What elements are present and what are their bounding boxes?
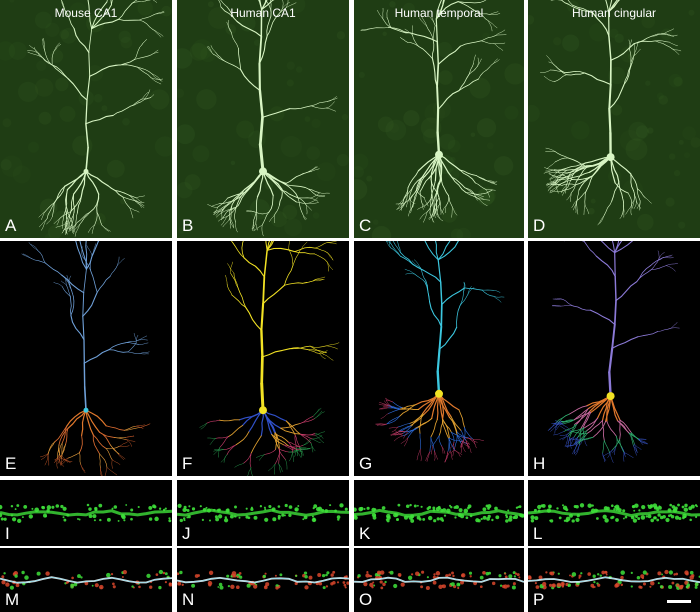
panel-label-f: F [182,454,193,473]
column-title-human-ca1: Human CA1 [230,6,296,20]
scale-bar [667,600,691,603]
panel-a: Mouse CA1 A [0,0,172,238]
panel-n-image [177,548,349,612]
panel-c: Human temporal C [354,0,524,238]
column-title-human-cingular: Human cingular [571,6,657,20]
panel-label-n: N [182,590,195,609]
panel-e: E [0,241,172,476]
panel-m-image [0,548,172,612]
panel-m: M [0,548,172,612]
panel-label-k: K [359,524,371,543]
panel-label-i: I [5,524,10,543]
panel-l-image [528,480,700,546]
panel-b: Human CA1 B [177,0,349,238]
panel-o: O [354,548,524,612]
panel-label-d: D [533,216,546,235]
panel-g: G [354,241,524,476]
panel-label-l: L [533,524,543,543]
panel-label-e: E [5,454,17,473]
panel-label-p: P [533,590,545,609]
panel-label-h: H [533,454,546,473]
panel-h-image [528,241,700,476]
panel-c-image [354,0,524,238]
panel-j-image [177,480,349,546]
panel-f: F [177,241,349,476]
panel-g-image [354,241,524,476]
panel-label-j: J [182,524,191,543]
panel-j: J [177,480,349,546]
column-title-human-temporal: Human temporal [394,6,484,20]
column-title-mouse-ca1: Mouse CA1 [54,6,118,20]
panel-o-image [354,548,524,612]
panel-n: N [177,548,349,612]
panel-label-a: A [5,216,17,235]
panel-label-o: O [359,590,373,609]
panel-h: H [528,241,700,476]
panel-k: K [354,480,524,546]
panel-label-b: B [182,216,194,235]
panel-label-c: C [359,216,372,235]
panel-l: L [528,480,700,546]
panel-d-image [528,0,700,238]
panel-i: I [0,480,172,546]
panel-b-image [177,0,349,238]
panel-e-image [0,241,172,476]
panel-i-image [0,480,172,546]
panel-a-image [0,0,172,238]
panel-label-g: G [359,454,373,473]
panel-d: Human cingular D [528,0,700,238]
panel-label-m: M [5,590,20,609]
panel-p: P [528,548,700,612]
panel-f-image [177,241,349,476]
panel-k-image [354,480,524,546]
